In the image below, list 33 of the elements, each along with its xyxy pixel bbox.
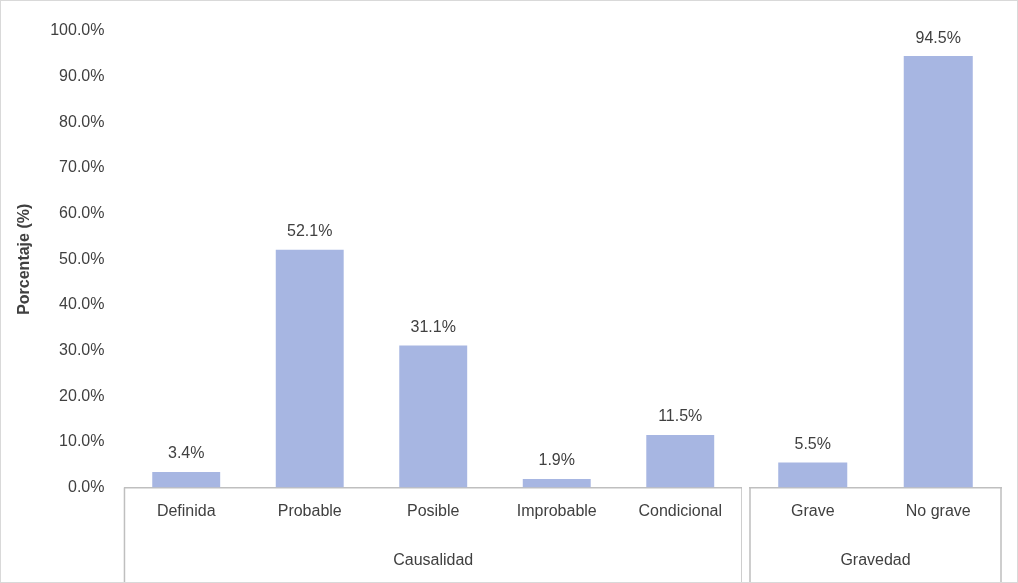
x-axis-title: Gravedad bbox=[840, 550, 911, 568]
bar bbox=[399, 345, 468, 488]
y-tick-label: 60.0% bbox=[59, 204, 105, 222]
data-label: 3.4% bbox=[167, 444, 205, 462]
data-label: 52.1% bbox=[287, 222, 333, 240]
x-tick-label: Posible bbox=[406, 501, 460, 519]
y-tick-label: 30.0% bbox=[59, 341, 105, 359]
y-tick-label: 80.0% bbox=[59, 112, 105, 130]
data-label: 94.5% bbox=[915, 28, 961, 46]
y-tick-label: 40.0% bbox=[59, 295, 105, 313]
x-tick-label: Improbable bbox=[516, 501, 597, 519]
y-tick-label: 70.0% bbox=[59, 158, 105, 176]
y-axis-title: Porcentaje (%) bbox=[15, 203, 33, 315]
x-tick-label: No grave bbox=[905, 501, 971, 519]
x-tick-label: Condicional bbox=[638, 501, 723, 519]
data-label: 31.1% bbox=[410, 318, 456, 335]
bar bbox=[522, 478, 591, 488]
y-tick-label: 100.0% bbox=[50, 21, 105, 39]
data-label: 1.9% bbox=[538, 451, 575, 469]
y-tick-label: 20.0% bbox=[59, 386, 105, 404]
bar bbox=[275, 249, 344, 488]
bar bbox=[646, 435, 715, 488]
y-tick-label: 10.0% bbox=[59, 432, 105, 450]
x-tick-label: Probable bbox=[277, 501, 342, 519]
y-tick-label: 0.0% bbox=[68, 478, 105, 496]
y-tick-label: 50.0% bbox=[59, 249, 105, 267]
x-tick-label: Grave bbox=[790, 501, 835, 519]
x-axis-title: Causalidad bbox=[393, 550, 474, 568]
x-tick-label: Definida bbox=[156, 501, 216, 519]
data-label: 5.5% bbox=[794, 434, 831, 452]
bar bbox=[152, 472, 221, 488]
data-label: 11.5% bbox=[658, 407, 703, 425]
y-tick-label: 90.0% bbox=[59, 67, 105, 85]
